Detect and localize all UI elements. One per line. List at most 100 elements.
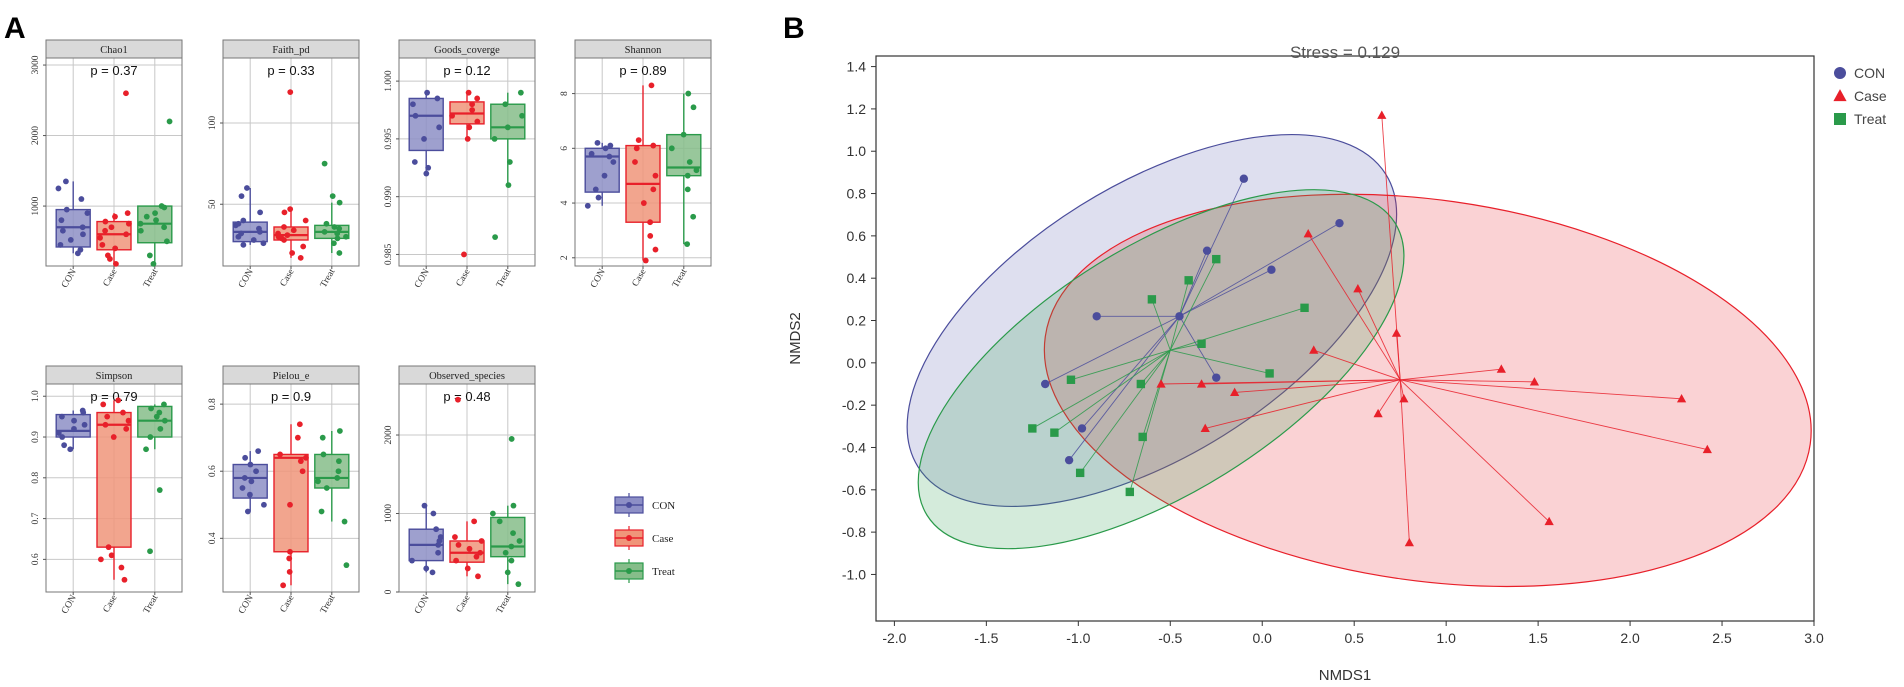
p-value-label: p = 0.89 bbox=[619, 63, 666, 78]
data-point bbox=[58, 217, 65, 224]
data-point bbox=[147, 548, 153, 555]
y-tick-label: 50 bbox=[208, 199, 218, 209]
data-point bbox=[125, 220, 132, 227]
legend-label-con: CON bbox=[652, 500, 675, 512]
spider-line bbox=[1399, 379, 1550, 522]
data-point bbox=[284, 232, 291, 239]
data-point bbox=[680, 131, 687, 138]
facet-strip bbox=[398, 39, 536, 59]
data-point bbox=[435, 549, 441, 556]
facet-simpson: Simpson p = 0.79 0.6 0.7 0.8 0.9 1.0 CON Case Tre… bbox=[31, 365, 183, 616]
y-tick-label: 0.8 bbox=[847, 186, 867, 202]
spider-line bbox=[1068, 316, 1180, 461]
facet-strip bbox=[222, 365, 360, 385]
data-point bbox=[289, 250, 296, 256]
data-point bbox=[125, 417, 132, 424]
spider-line bbox=[1400, 379, 1708, 451]
data-point bbox=[592, 186, 599, 193]
data-point bbox=[588, 150, 595, 157]
data-point bbox=[287, 548, 293, 555]
data-point bbox=[146, 252, 153, 259]
point-treat bbox=[1050, 428, 1059, 437]
data-point bbox=[465, 89, 472, 96]
data-point bbox=[120, 409, 126, 416]
data-point bbox=[690, 213, 697, 220]
point-con bbox=[1212, 373, 1221, 382]
data-point bbox=[113, 260, 119, 267]
y-tick-label: 0.2 bbox=[847, 313, 867, 329]
data-point bbox=[504, 124, 511, 131]
x-tick-label: 0.0 bbox=[1253, 630, 1273, 646]
data-point bbox=[464, 565, 471, 572]
data-point bbox=[61, 442, 68, 449]
y-tick-label: 0.990 bbox=[384, 186, 394, 208]
point-con bbox=[1064, 455, 1074, 465]
y-tick-label: 0.8 bbox=[31, 472, 41, 484]
data-point bbox=[437, 534, 444, 540]
spider-line bbox=[1234, 379, 1401, 393]
spider-line bbox=[1357, 288, 1401, 380]
data-point bbox=[55, 185, 62, 192]
facet-title: Faith_pd bbox=[272, 45, 310, 56]
data-point bbox=[647, 219, 654, 226]
data-point bbox=[452, 534, 458, 540]
point-treat bbox=[1197, 339, 1206, 348]
data-point bbox=[255, 448, 262, 454]
point-case bbox=[1156, 379, 1166, 388]
data-point bbox=[79, 224, 86, 231]
legend-label-case: Case bbox=[652, 533, 674, 545]
y-tick-label: 0.8 bbox=[208, 398, 218, 410]
facet-title: Observed_species bbox=[429, 371, 505, 382]
point-treat bbox=[1300, 303, 1309, 313]
data-point bbox=[469, 101, 475, 108]
facet-faith-pd: Faith_pdp = 0.33 50 100 CON Case Treat bbox=[208, 39, 360, 290]
y-tick-label: 2 bbox=[560, 255, 570, 260]
data-point bbox=[449, 112, 455, 119]
data-point bbox=[607, 142, 614, 149]
data-point bbox=[261, 501, 267, 508]
x-tick-label: 2.5 bbox=[1712, 630, 1732, 646]
x-tick-label: Treat bbox=[319, 593, 338, 615]
x-tick-label: 0.5 bbox=[1344, 630, 1364, 646]
data-point bbox=[84, 210, 91, 217]
data-point bbox=[118, 564, 125, 571]
data-point bbox=[287, 89, 294, 96]
point-case bbox=[1544, 516, 1554, 526]
data-point bbox=[78, 196, 85, 202]
point-case bbox=[1391, 328, 1402, 337]
data-point bbox=[241, 475, 248, 481]
point-con bbox=[1202, 246, 1212, 255]
point-case bbox=[1496, 364, 1506, 373]
x-tick-label: Case bbox=[631, 268, 649, 289]
data-point bbox=[610, 159, 617, 165]
point-case bbox=[1230, 387, 1240, 397]
data-point bbox=[242, 454, 249, 461]
data-point bbox=[652, 172, 659, 179]
y-tick-label: 0.6 bbox=[847, 228, 867, 244]
data-point bbox=[421, 502, 428, 509]
spider-line bbox=[1179, 178, 1245, 317]
data-point bbox=[137, 220, 144, 227]
y-axis-label: NMDS2 bbox=[787, 312, 804, 365]
data-point bbox=[336, 199, 343, 206]
point-treat bbox=[1066, 375, 1076, 384]
data-point bbox=[100, 401, 107, 408]
facet-title: Shannon bbox=[625, 45, 663, 56]
legend-dot bbox=[626, 568, 632, 574]
y-tick-label: 1.0 bbox=[847, 143, 867, 159]
point-case bbox=[1303, 228, 1313, 238]
data-point bbox=[152, 210, 158, 217]
facet-chao1: Chao1 p = 0.37 1000 2000 3000 CON Case Treat bbox=[31, 39, 183, 290]
data-point bbox=[247, 461, 254, 468]
data-point bbox=[319, 434, 326, 441]
y-tick-label: -0.8 bbox=[842, 524, 866, 540]
point-case bbox=[1676, 394, 1687, 403]
data-point bbox=[684, 186, 691, 193]
data-point bbox=[244, 185, 250, 191]
data-point bbox=[504, 569, 511, 576]
data-point bbox=[411, 159, 418, 165]
data-point bbox=[478, 538, 485, 544]
data-point bbox=[329, 193, 336, 200]
